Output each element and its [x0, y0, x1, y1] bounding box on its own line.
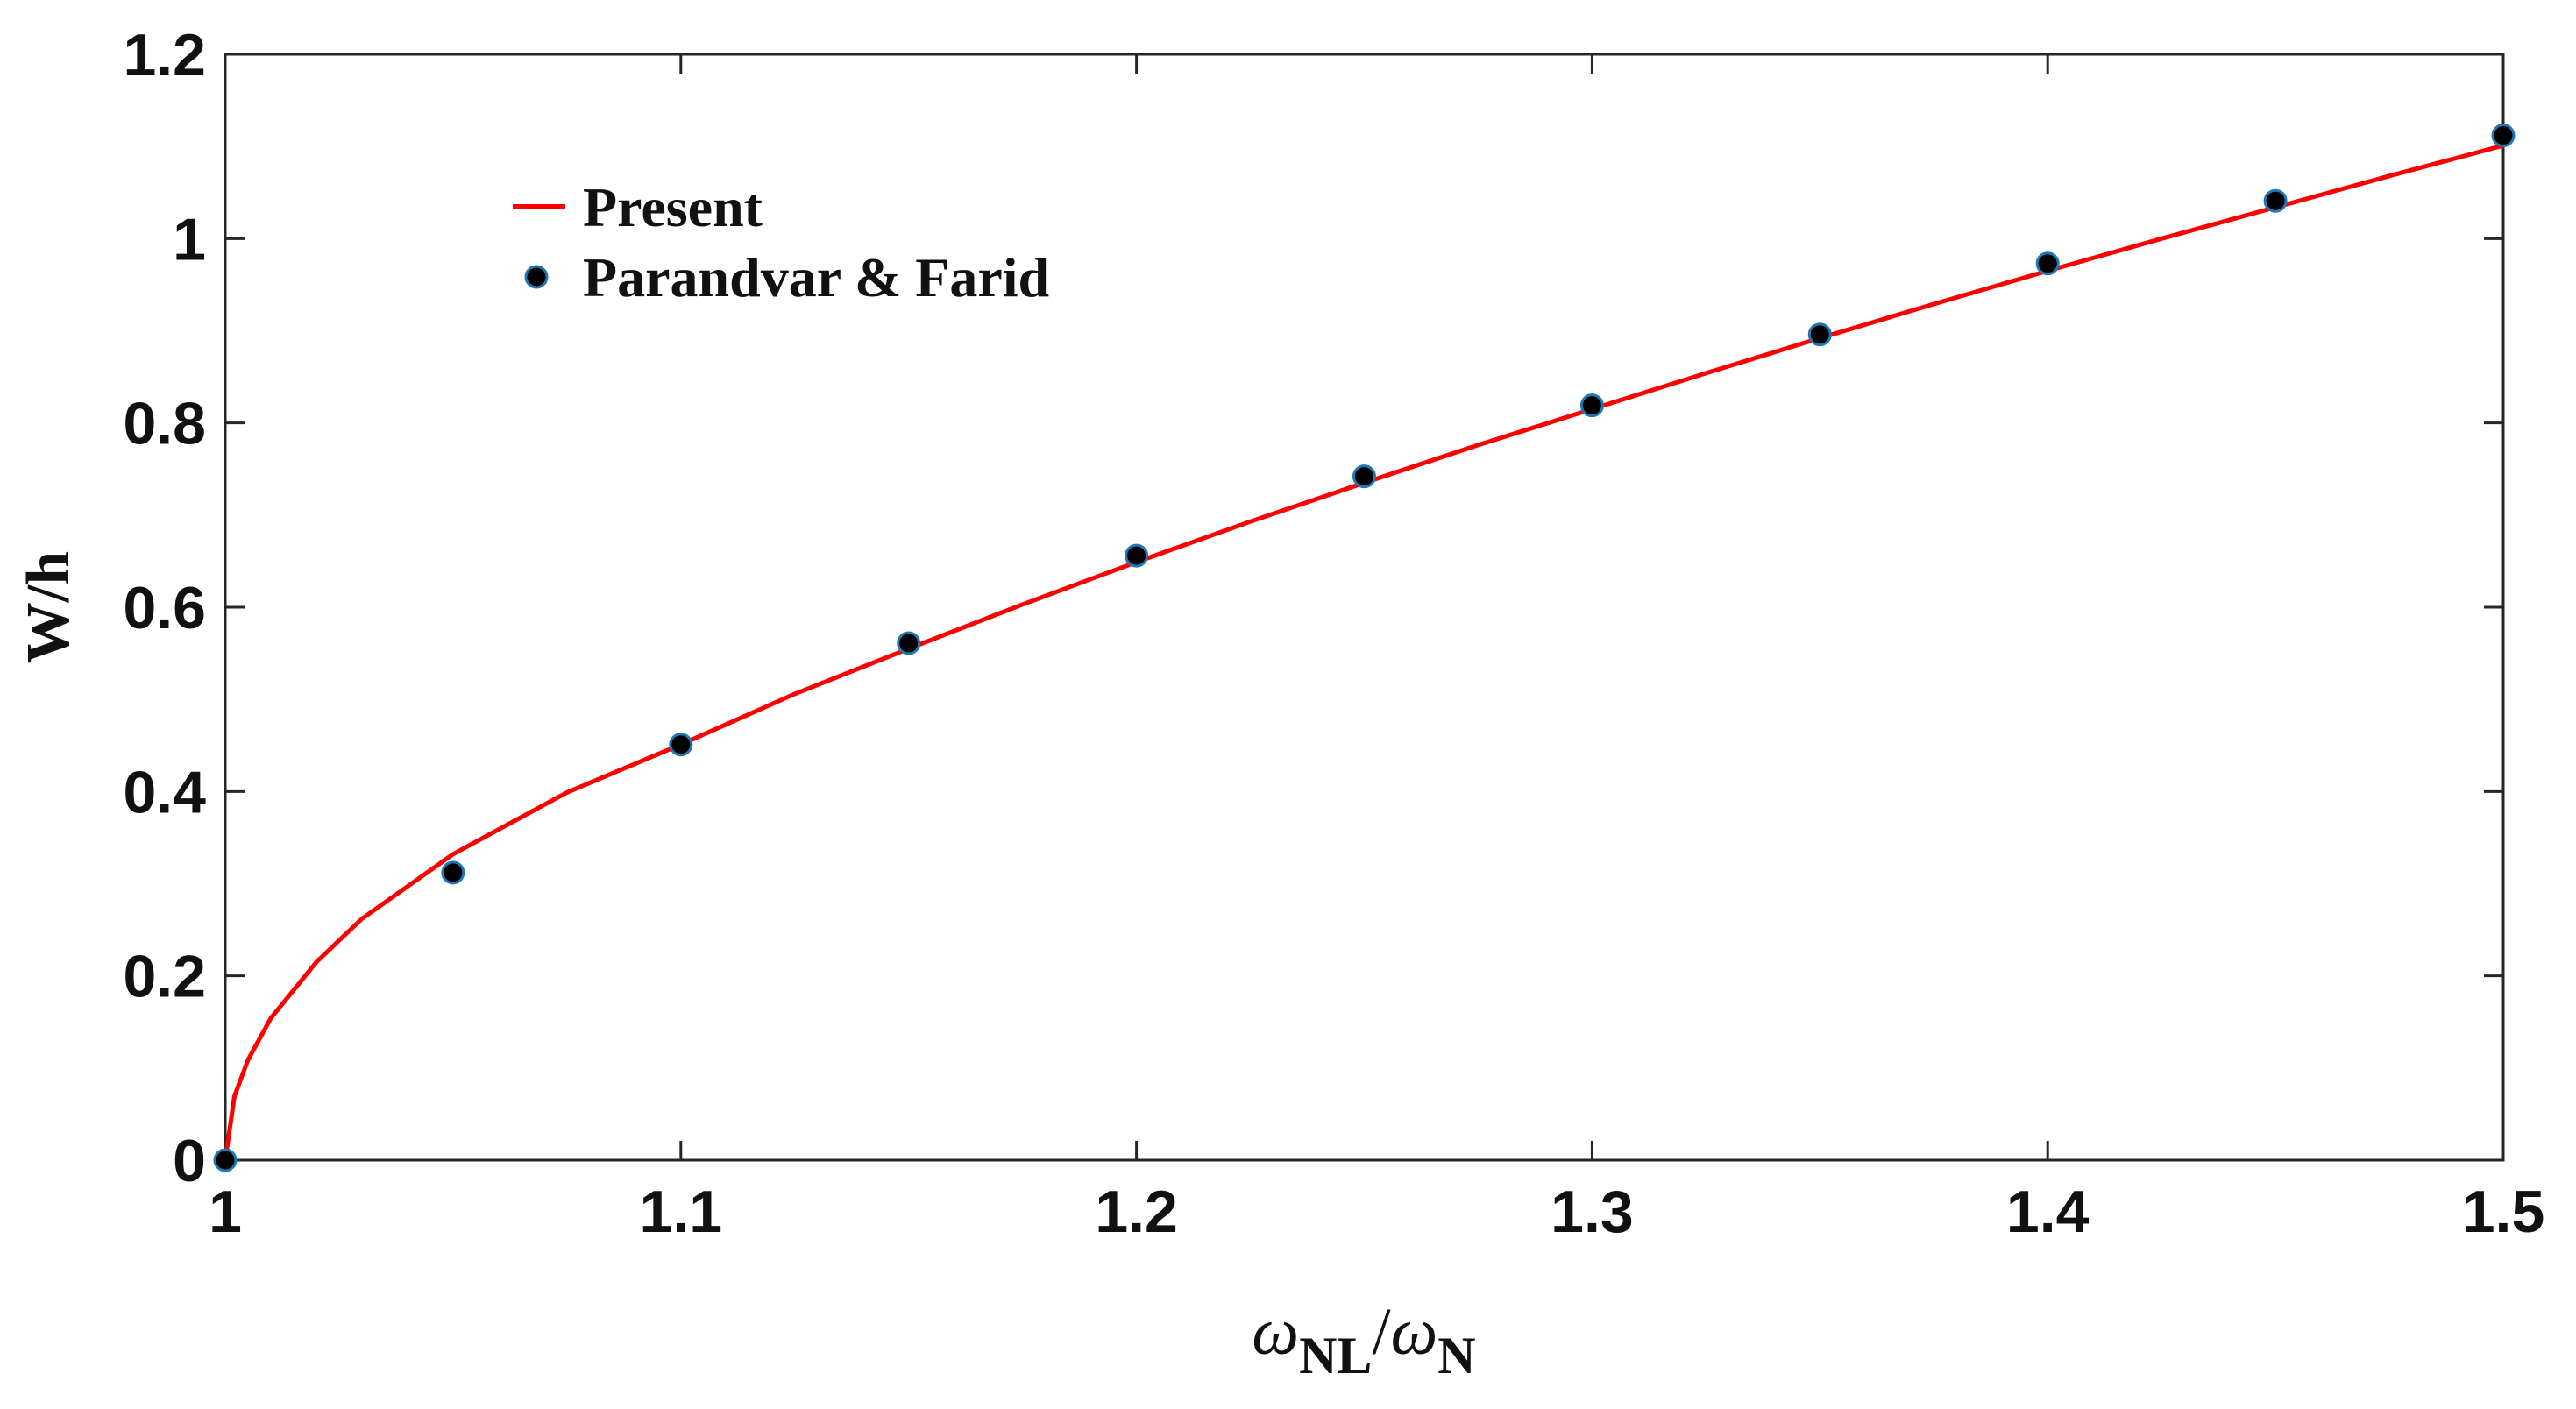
y-tick-label: 0.2 [123, 944, 206, 1010]
data-point-parandvar [1352, 464, 1376, 489]
x-tick-label: 1.2 [1095, 1179, 1178, 1245]
x-tick-label: 1.3 [1551, 1179, 1634, 1245]
data-point-parandvar [897, 631, 921, 655]
data-point-parandvar [441, 860, 465, 885]
y-tick-label: 0.4 [123, 759, 206, 825]
x-tick-label: 1.5 [2462, 1179, 2545, 1245]
x-tick-label: 1 [209, 1179, 242, 1245]
x-tick-label: 1.1 [640, 1179, 723, 1245]
legend-label-present: Present [583, 176, 763, 238]
y-tick-label: 0.8 [123, 391, 206, 457]
data-point-parandvar [669, 733, 693, 757]
y-axis-label: W/h [15, 551, 82, 663]
x-axis-label: ωNL/ωN [1252, 1295, 1475, 1384]
legend: Present Parandvar & Farid [513, 176, 1049, 308]
x-axis-label-slash: / [1372, 1295, 1391, 1369]
x-axis-label-sub-1: NL [1299, 1327, 1372, 1384]
legend-marker-parandvar [524, 265, 549, 289]
data-point-parandvar [213, 1148, 238, 1172]
x-axis-label-omega-1: ω [1252, 1295, 1299, 1369]
data-point-parandvar [2035, 251, 2060, 276]
x-axis-label-omega-2: ω [1391, 1295, 1438, 1369]
data-point-parandvar [2263, 188, 2288, 213]
axis-ticks: 1 1.1 1.2 1.3 1.4 1.5 0 0.2 0.4 0.6 0.8 1 1.2 [123, 22, 2544, 1245]
x-tick-label: 1.4 [2006, 1179, 2090, 1245]
y-tick-label: 1 [173, 206, 206, 273]
data-point-parandvar [1125, 543, 1149, 568]
y-tick-label: 0 [173, 1128, 206, 1194]
data-point-parandvar [2491, 124, 2516, 148]
data-point-parandvar [1579, 393, 1604, 418]
y-tick-label: 1.2 [123, 22, 206, 89]
y-tick-label: 0.6 [123, 575, 206, 641]
plot-area [224, 53, 2505, 1162]
data-point-parandvar [1807, 322, 1832, 347]
series-markers [213, 124, 2516, 1172]
x-axis-label-sub-2: N [1437, 1327, 1475, 1384]
legend-label-parandvar: Parandvar & Farid [583, 246, 1049, 308]
